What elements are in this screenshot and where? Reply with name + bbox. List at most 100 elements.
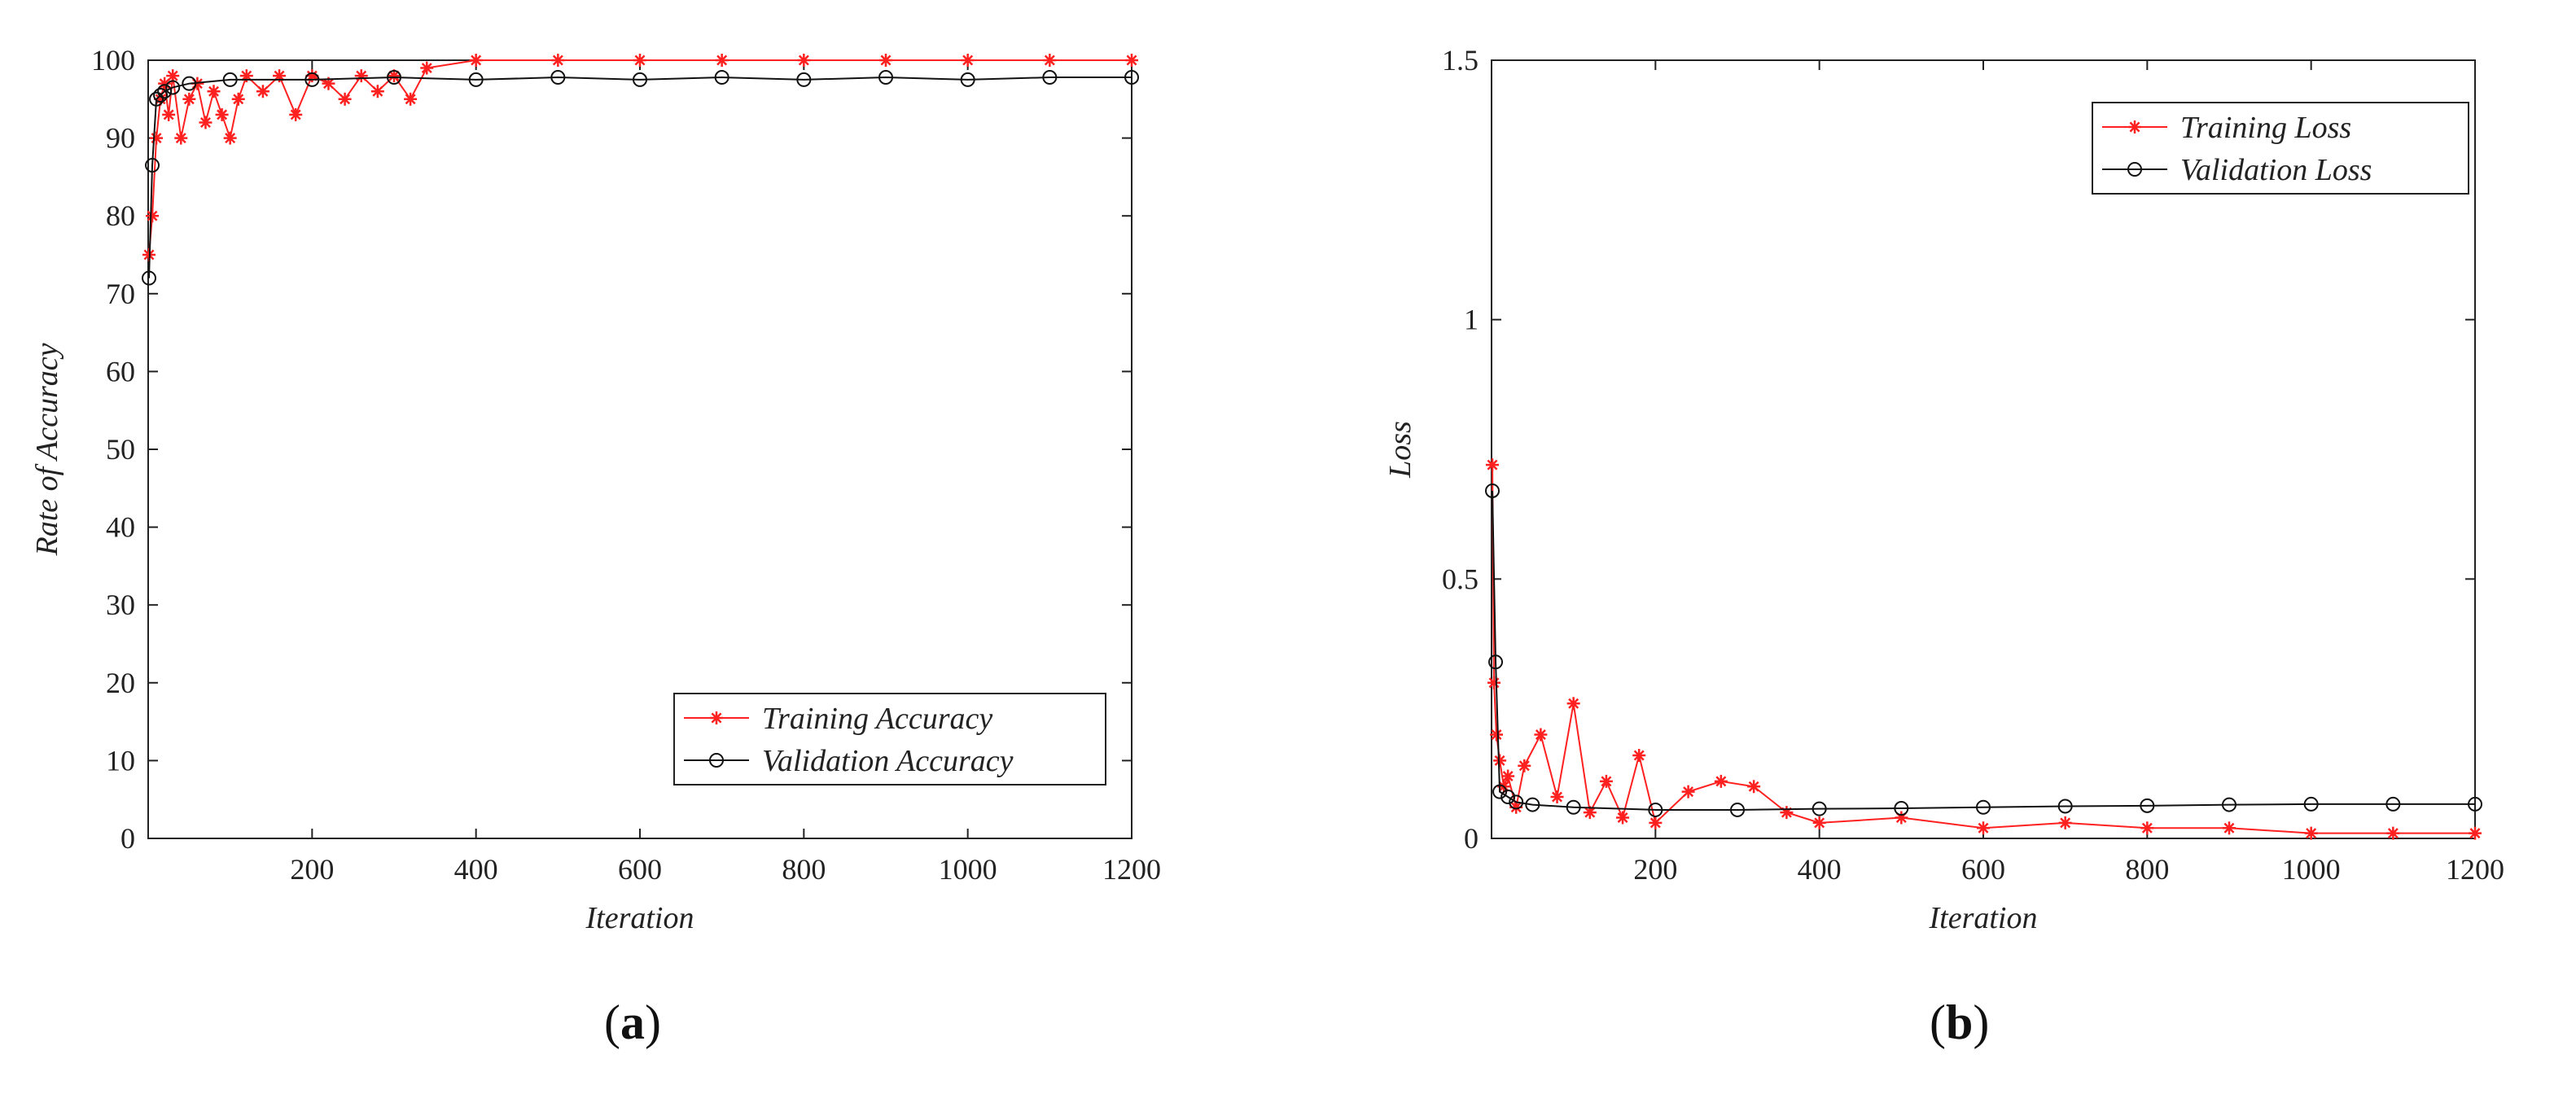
data-point [714, 70, 729, 85]
data-point [1490, 728, 1504, 742]
data-point [469, 54, 483, 67]
y-tick-label: 1.5 [1442, 44, 1479, 77]
legend-marker [710, 711, 723, 724]
data-point [2057, 799, 2073, 814]
data-point [2385, 796, 2401, 812]
data-point [1501, 769, 1515, 783]
data-point [2140, 821, 2154, 835]
data-point [207, 85, 221, 98]
data-point [2304, 826, 2318, 840]
y-tick-label: 30 [106, 589, 135, 621]
data-point [633, 54, 646, 67]
data-point [1125, 54, 1138, 67]
y-axis-label: Loss [1383, 421, 1417, 479]
series-line [148, 59, 1132, 256]
y-tick-label: 50 [106, 433, 135, 466]
data-point [2303, 796, 2319, 812]
data-point [1977, 821, 1990, 835]
data-point [150, 131, 164, 145]
y-tick-label: 40 [106, 511, 135, 544]
data-point [1525, 797, 1540, 812]
y-tick-label: 90 [106, 122, 135, 155]
series-0 [1486, 458, 2482, 840]
data-point [153, 88, 169, 103]
x-tick-label: 200 [1633, 853, 1677, 886]
data-point [1492, 784, 1508, 799]
data-point [1812, 801, 1827, 816]
panel-label-a-letter: a [620, 996, 645, 1049]
series-line [1492, 490, 2475, 811]
data-point [231, 92, 245, 106]
data-point [1043, 54, 1057, 67]
data-point [715, 54, 729, 67]
data-point [1649, 816, 1663, 829]
panel-label-a: (a) [604, 995, 661, 1051]
legend: Training Loss Validation Loss [2092, 102, 2469, 195]
data-point [1681, 785, 1695, 799]
y-tick-label: 70 [106, 278, 135, 310]
y-tick-label: 80 [106, 199, 135, 232]
data-point [1976, 799, 1991, 815]
data-point [2140, 798, 2155, 813]
x-tick-label: 400 [1798, 853, 1842, 886]
data-point [797, 54, 811, 67]
x-tick-label: 200 [290, 853, 334, 886]
data-point [1550, 790, 1564, 804]
data-point [1493, 754, 1507, 768]
accuracy-chart-svg: 0 10 20 30 40 50 60 70 80 90 100 200 400 600 800 1000 12… [30, 44, 1161, 935]
data-point [2058, 816, 2072, 829]
x-tick-label: 1000 [2282, 853, 2341, 886]
legend-entry: Training Loss [2180, 111, 2351, 145]
data-point [1042, 70, 1058, 85]
data-point [550, 70, 566, 85]
data-point [165, 80, 181, 95]
data-point [146, 209, 160, 223]
data-point [404, 92, 418, 106]
data-point [960, 72, 975, 87]
data-point [1566, 697, 1580, 711]
data-point [1632, 749, 1646, 763]
data-point [1714, 774, 1728, 788]
panel-label-b-close: ) [1973, 996, 1990, 1049]
y-tick-label: 60 [106, 355, 135, 387]
legend-marker [2127, 162, 2142, 177]
legend-box [2092, 102, 2469, 195]
x-tick-label: 800 [2125, 853, 2169, 886]
series-1 [142, 70, 1139, 286]
data-point [2469, 826, 2482, 840]
data-point [166, 69, 180, 83]
data-point [879, 54, 892, 67]
data-point [1616, 811, 1630, 825]
data-point [182, 92, 196, 106]
panel-label-a-open: ( [604, 996, 620, 1049]
data-point [174, 131, 188, 145]
data-point [142, 270, 157, 286]
x-tick-label: 1000 [939, 853, 997, 886]
panel-label-a-close: ) [644, 996, 661, 1049]
data-point [322, 77, 335, 90]
legend-marker [2128, 120, 2141, 133]
data-point [223, 131, 237, 145]
series-0 [142, 54, 1138, 261]
series-line [148, 77, 1132, 278]
data-point [289, 107, 303, 121]
y-tick-label: 1 [1464, 304, 1479, 336]
data-point [162, 107, 176, 121]
data-point [158, 77, 172, 90]
data-point [1124, 70, 1139, 85]
data-point [338, 92, 352, 106]
data-point [256, 85, 269, 98]
data-point [1486, 458, 1500, 472]
data-point [239, 69, 253, 83]
x-tick-label: 800 [782, 853, 826, 886]
data-point [222, 72, 238, 87]
x-axis-label: Iteration [1929, 901, 2038, 935]
data-point [157, 84, 173, 99]
legend-entry: Validation Loss [2180, 153, 2372, 187]
data-point [149, 91, 164, 107]
panel-label-b-open: ( [1930, 996, 1946, 1049]
series-1 [1485, 483, 2482, 817]
data-point [215, 107, 229, 121]
chart-panel-b: 0 0.5 1 1.5 200 400 600 800 1000 1200 Iteration Los… [1288, 0, 2576, 1094]
data-point [1487, 676, 1501, 689]
